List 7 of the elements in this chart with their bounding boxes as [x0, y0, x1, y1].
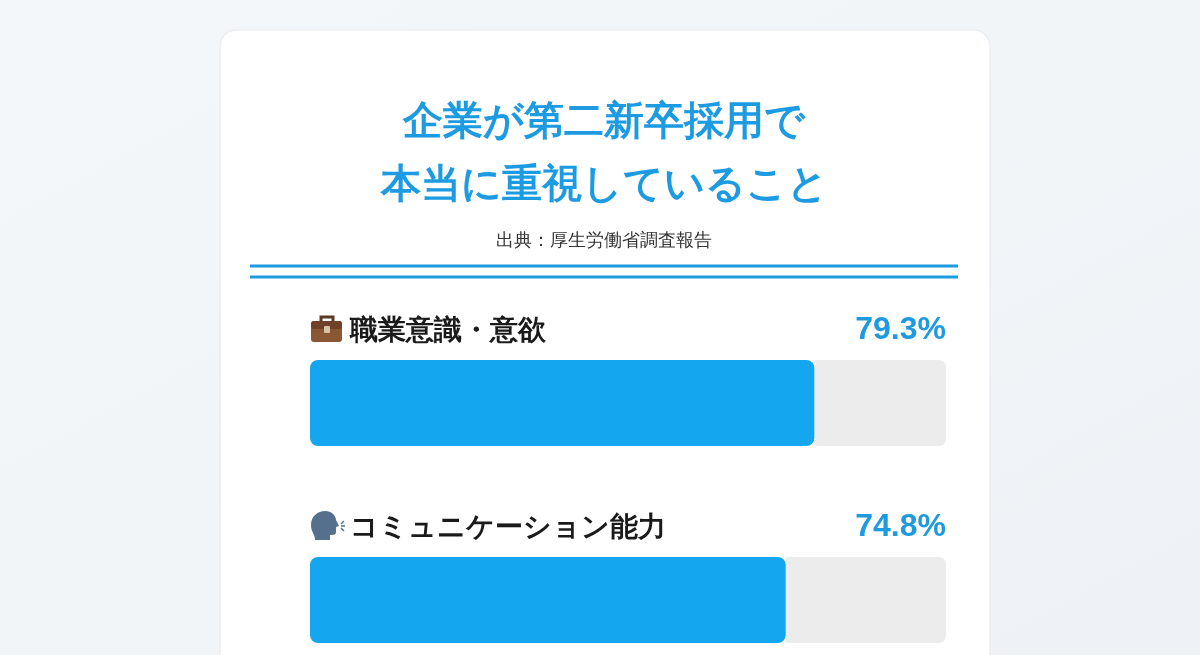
title: 本当に重視していること — [380, 161, 828, 205]
category-label: 職業意識・意欲 — [350, 314, 546, 345]
category-label: コミュニケーション能力 — [350, 511, 666, 542]
title: 企業が第二新卒採用で — [403, 98, 805, 142]
value-label: 74.8% — [855, 507, 946, 543]
annotation: 出典：厚生労働省調査報告 — [496, 230, 712, 250]
value-label: 79.3% — [855, 310, 946, 346]
